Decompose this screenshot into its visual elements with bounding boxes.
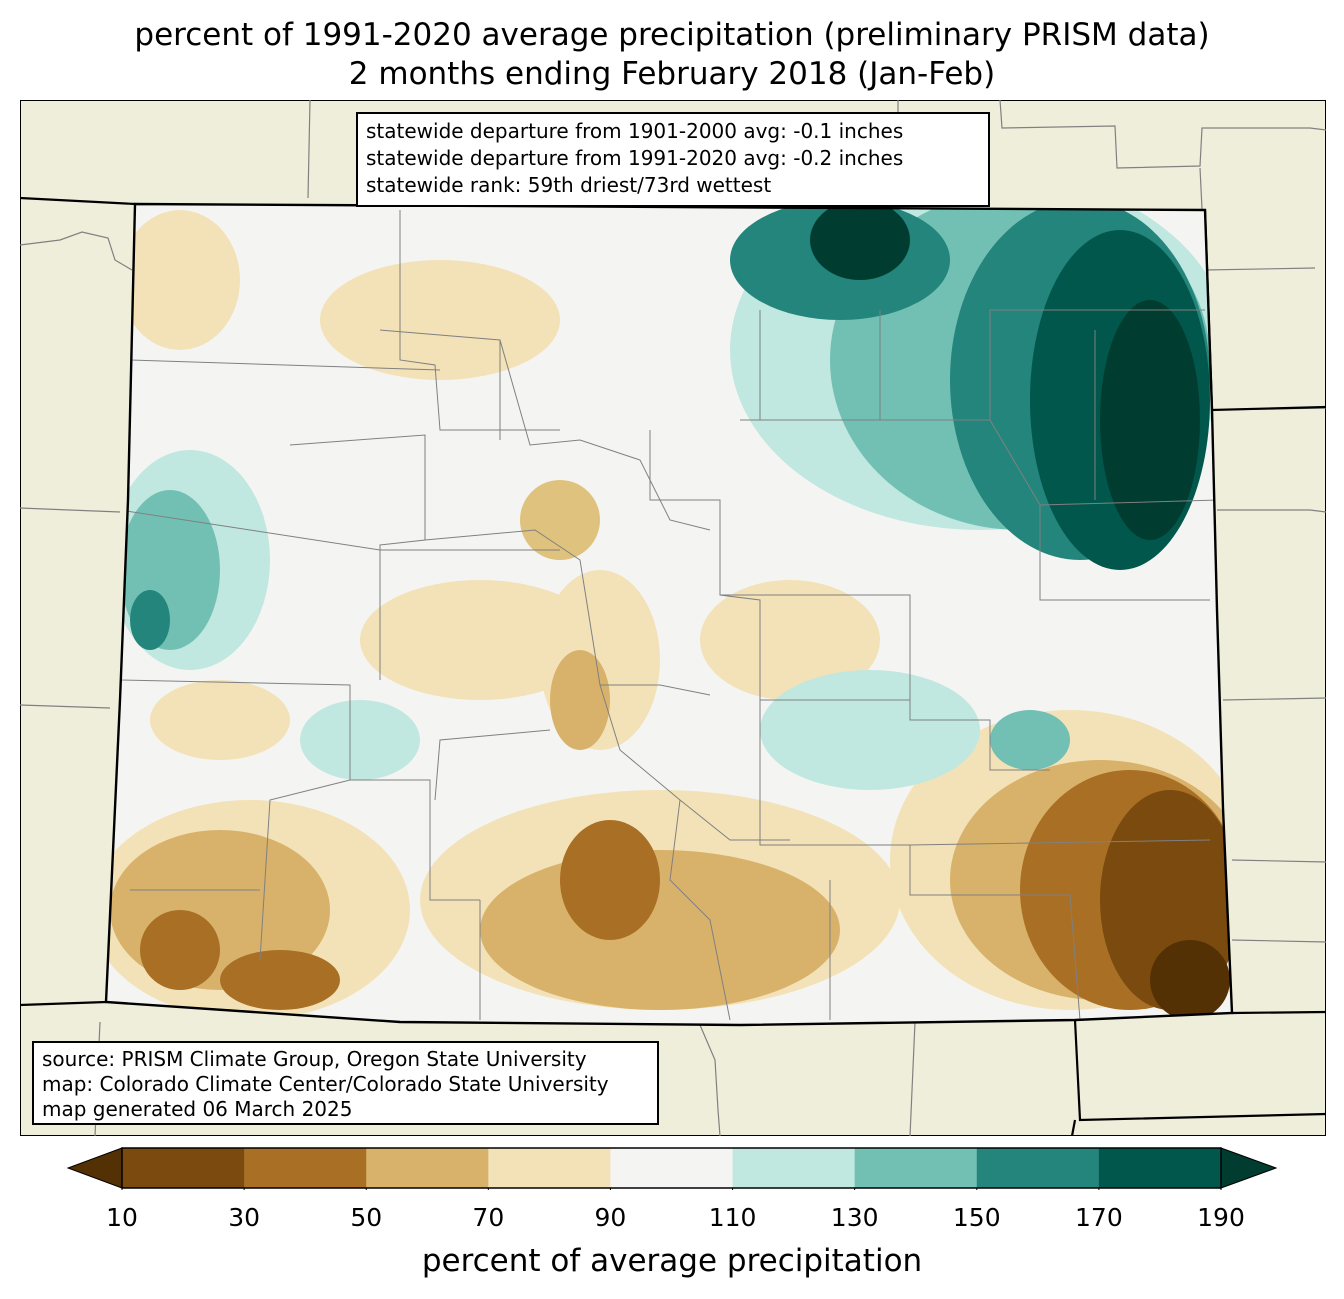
colorbar-band: [244, 1148, 367, 1188]
stats-line: statewide rank: 59th driest/73rd wettest: [366, 173, 772, 197]
colorbar-over-arrow: [1220, 1147, 1278, 1189]
dry-region: [120, 210, 240, 350]
wet-region: [130, 590, 170, 650]
colorbar-band: [976, 1148, 1100, 1188]
colorbar-band: [610, 1148, 734, 1188]
dry-region: [140, 910, 220, 990]
source-line: source: PRISM Climate Group, Oregon Stat…: [42, 1047, 587, 1071]
colorbar-tick-label: 130: [830, 1203, 879, 1232]
chart-title: percent of 1991-2020 average precipitati…: [134, 17, 1210, 53]
colorbar-tick-label: 90: [594, 1203, 627, 1232]
county-lines: [119, 210, 1221, 1021]
colorbar: [66, 1147, 1278, 1190]
colorbar-tick-label: 150: [952, 1203, 1001, 1232]
colorbar-under-arrow: [66, 1147, 123, 1189]
precipitation-map: [20, 100, 1326, 1136]
source-line: map: Colorado Climate Center/Colorado St…: [42, 1072, 609, 1096]
colorbar-tick-label: 170: [1075, 1203, 1123, 1232]
colorbar-band: [122, 1148, 245, 1188]
colorbar-band: [854, 1148, 978, 1188]
stats-line: statewide departure from 1901-2000 avg: …: [366, 119, 904, 143]
colorbar-band: [732, 1148, 856, 1188]
stats-line: statewide departure from 1991-2020 avg: …: [366, 146, 904, 170]
chart-subtitle: 2 months ending February 2018 (Jan-Feb): [348, 56, 996, 92]
statewide-stats-box: statewide departure from 1901-2000 avg: …: [356, 112, 990, 207]
colorbar-tick-label: 10: [106, 1203, 138, 1232]
colorbar-band: [366, 1148, 489, 1188]
precipitation-fields: [106, 204, 1232, 1020]
colorbar-tick-label: 30: [228, 1203, 261, 1232]
wet-region: [810, 204, 910, 280]
colorbar-frame: [121, 1147, 1222, 1189]
colorbar-label: percent of average precipitation: [421, 1243, 923, 1279]
dry-region: [700, 580, 880, 700]
source-box: source: PRISM Climate Group, Oregon Stat…: [32, 1041, 659, 1125]
dry-region: [1150, 940, 1230, 1020]
dry-region: [550, 650, 610, 750]
dry-region: [320, 260, 560, 380]
colorbar-tick-label: 190: [1197, 1203, 1245, 1232]
colorbar-tick-label: 50: [350, 1203, 383, 1232]
dry-region: [220, 950, 340, 1010]
dry-region: [150, 680, 290, 760]
dry-region: [480, 850, 840, 1010]
colorbar-tick-label: 70: [472, 1203, 505, 1232]
colorbar-band: [1098, 1148, 1222, 1188]
dry-region: [520, 480, 600, 560]
wet-region: [760, 670, 980, 790]
wet-region: [990, 710, 1070, 770]
wet-region: [1100, 300, 1200, 540]
wet-region: [300, 700, 420, 780]
dry-region: [560, 820, 660, 940]
dry-region: [360, 580, 600, 700]
colorbar-tick-label: 110: [708, 1203, 757, 1232]
source-line: map generated 06 March 2025: [42, 1097, 353, 1121]
colorbar-band: [488, 1148, 611, 1188]
colorado-outline: [104, 202, 1234, 1027]
